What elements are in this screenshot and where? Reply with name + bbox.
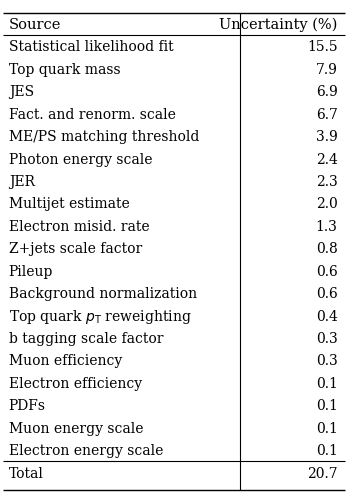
- Text: Electron energy scale: Electron energy scale: [9, 444, 163, 458]
- Text: Muon efficiency: Muon efficiency: [9, 355, 122, 368]
- Text: 1.3: 1.3: [316, 220, 338, 234]
- Text: 7.9: 7.9: [316, 63, 338, 77]
- Text: 6.9: 6.9: [316, 85, 338, 99]
- Text: 0.1: 0.1: [316, 444, 338, 458]
- Text: 2.0: 2.0: [316, 197, 338, 211]
- Text: 0.8: 0.8: [316, 242, 338, 256]
- Text: b tagging scale factor: b tagging scale factor: [9, 332, 163, 346]
- Text: 3.9: 3.9: [316, 130, 338, 144]
- Text: Multijet estimate: Multijet estimate: [9, 197, 129, 211]
- Text: 0.3: 0.3: [316, 355, 338, 368]
- Text: 0.6: 0.6: [316, 287, 338, 301]
- Text: 0.6: 0.6: [316, 265, 338, 279]
- Text: JER: JER: [9, 175, 35, 189]
- Text: Fact. and renorm. scale: Fact. and renorm. scale: [9, 108, 176, 122]
- Text: Photon energy scale: Photon energy scale: [9, 152, 152, 166]
- Text: 0.1: 0.1: [316, 422, 338, 436]
- Text: 15.5: 15.5: [307, 40, 338, 54]
- Text: 2.4: 2.4: [316, 152, 338, 166]
- Text: Top quark $p_{\mathrm{T}}$ reweighting: Top quark $p_{\mathrm{T}}$ reweighting: [9, 307, 191, 325]
- Text: 0.3: 0.3: [316, 332, 338, 346]
- Text: 2.3: 2.3: [316, 175, 338, 189]
- Text: 0.1: 0.1: [316, 399, 338, 413]
- Text: PDFs: PDFs: [9, 399, 46, 413]
- Text: ME/PS matching threshold: ME/PS matching threshold: [9, 130, 199, 144]
- Text: Source: Source: [9, 18, 61, 32]
- Text: Top quark mass: Top quark mass: [9, 63, 120, 77]
- Text: Uncertainty (%): Uncertainty (%): [219, 18, 338, 32]
- Text: 0.4: 0.4: [316, 309, 338, 323]
- Text: Total: Total: [9, 467, 44, 480]
- Text: 6.7: 6.7: [316, 108, 338, 122]
- Text: Pileup: Pileup: [9, 265, 53, 279]
- Text: Statistical likelihood fit: Statistical likelihood fit: [9, 40, 173, 54]
- Text: 0.1: 0.1: [316, 377, 338, 391]
- Text: Electron efficiency: Electron efficiency: [9, 377, 142, 391]
- Text: 20.7: 20.7: [307, 467, 338, 480]
- Text: Muon energy scale: Muon energy scale: [9, 422, 143, 436]
- Text: JES: JES: [9, 85, 34, 99]
- Text: Background normalization: Background normalization: [9, 287, 197, 301]
- Text: Electron misid. rate: Electron misid. rate: [9, 220, 149, 234]
- Text: Z+jets scale factor: Z+jets scale factor: [9, 242, 142, 256]
